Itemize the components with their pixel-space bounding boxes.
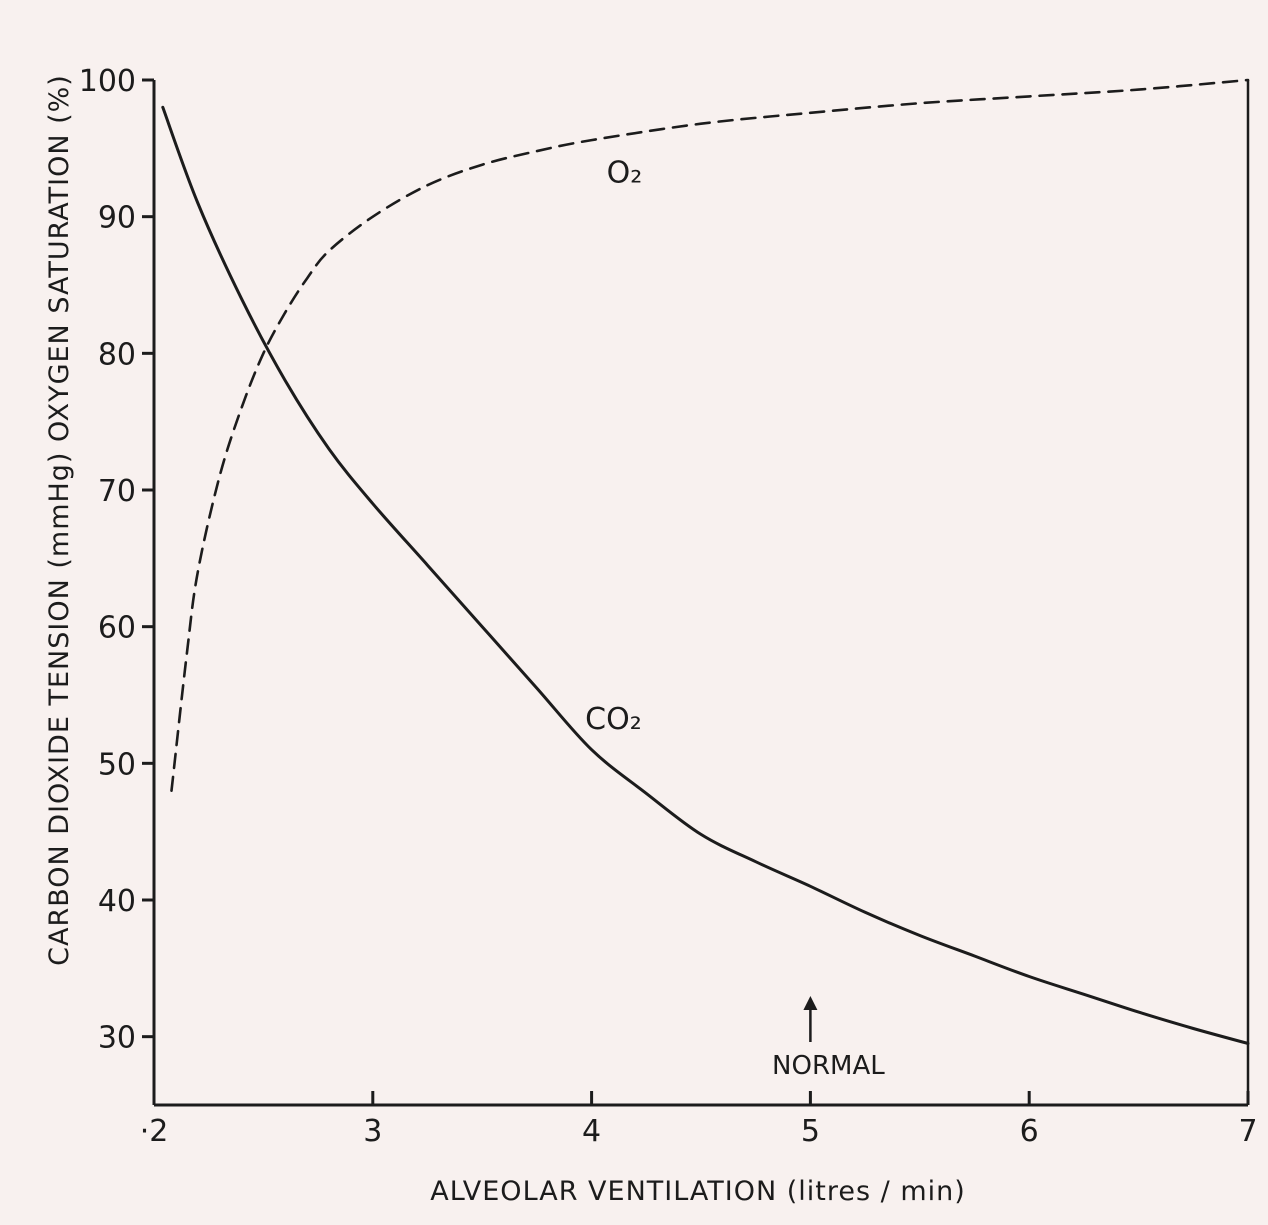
y-tick-label: 30: [98, 1021, 136, 1056]
y-tick-label: 70: [98, 474, 136, 509]
ticks: 30 40 50 60 70 80 90 100 ·2 3 4 5 6 7: [79, 64, 1258, 1149]
y-tick-label: 80: [98, 337, 136, 372]
co2-series-line: [161, 105, 1250, 1045]
x-axis-title: ALVEOLAR VENTILATION (litres / min): [430, 1176, 966, 1207]
x-tick-label: 5: [801, 1114, 820, 1149]
normal-annotation-label: NORMAL: [772, 1051, 885, 1081]
series-group: [161, 78, 1250, 1045]
x-tick-label: ·2: [140, 1114, 169, 1149]
x-tick-label: 3: [363, 1114, 382, 1149]
normal-arrow-head: [803, 996, 818, 1010]
o2-series-label: O₂: [607, 156, 643, 191]
co2-series-label: CO₂: [585, 702, 642, 737]
x-tick-label: 4: [582, 1114, 601, 1149]
y-tick-label: 50: [98, 747, 136, 782]
y-tick-label: 100: [79, 64, 136, 99]
o2-series-line: [170, 78, 1250, 792]
y-axis-title: CARBON DIOXIDE TENSION (mmHg) OXYGEN SAT…: [44, 74, 75, 966]
y-tick-label: 90: [98, 201, 136, 236]
x-tick-label: 6: [1020, 1114, 1039, 1149]
y-tick-label: 40: [98, 884, 136, 919]
x-tick-label: 7: [1238, 1114, 1257, 1149]
labels: O₂ CO₂ NORMAL: [585, 156, 885, 1082]
axes: [152, 80, 1250, 1107]
y-tick-label: 60: [98, 611, 136, 646]
